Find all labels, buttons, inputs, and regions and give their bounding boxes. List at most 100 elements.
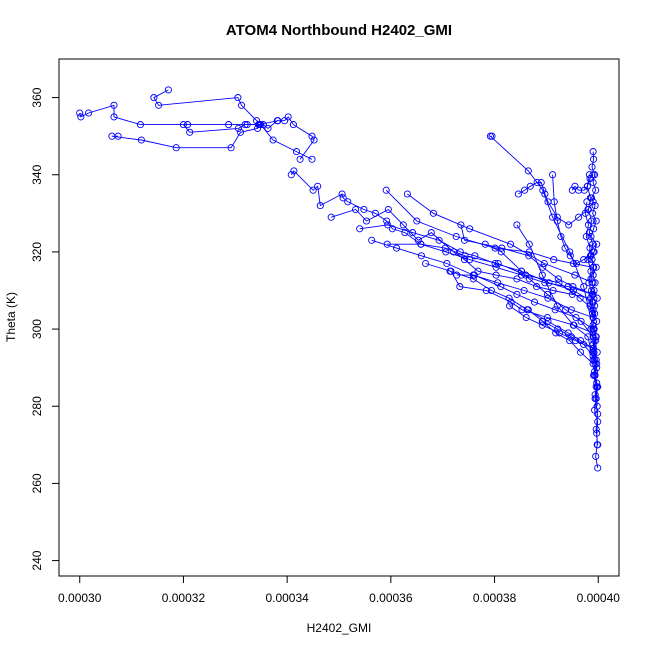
x-tick-label: 0.00036 <box>369 591 413 605</box>
data-point <box>401 229 409 237</box>
data-point <box>310 136 318 144</box>
y-tick-label: 320 <box>30 242 44 262</box>
data-point <box>506 302 514 310</box>
data-point <box>442 248 450 256</box>
data-point <box>554 325 562 333</box>
data-point <box>553 217 561 225</box>
data-point <box>281 117 289 125</box>
data-point <box>179 121 187 129</box>
data-point <box>274 117 282 125</box>
data-point <box>557 232 565 241</box>
y-axis: 240 260 280 300 320 340 360 <box>30 87 59 571</box>
data-point <box>284 113 292 121</box>
data-point <box>172 144 180 152</box>
data-point <box>352 205 360 214</box>
data-point <box>290 167 298 175</box>
data-point <box>368 236 376 244</box>
data-point <box>567 306 575 314</box>
series-10 <box>403 190 597 287</box>
data-point <box>255 121 263 129</box>
data-point <box>453 271 461 279</box>
data-point <box>498 244 506 252</box>
data-point <box>492 263 500 271</box>
data-point <box>237 101 246 109</box>
data-point <box>460 236 469 244</box>
data-point <box>591 394 599 403</box>
data-point <box>314 182 322 190</box>
data-point <box>566 337 574 345</box>
data-point <box>553 302 561 310</box>
data-point <box>588 298 596 306</box>
data-point <box>184 121 192 129</box>
data-point <box>292 148 301 156</box>
data-point <box>591 202 599 210</box>
data-point <box>517 271 526 279</box>
series-line <box>489 135 594 330</box>
data-point <box>538 271 546 279</box>
data-point <box>466 225 474 233</box>
series-4 <box>287 167 597 314</box>
data-point <box>572 259 581 268</box>
data-point <box>583 182 591 190</box>
series-line <box>387 243 594 295</box>
data-point <box>550 256 558 264</box>
data-point <box>569 283 577 291</box>
data-point <box>289 121 297 129</box>
series-line <box>571 174 594 191</box>
data-point <box>150 94 158 102</box>
data-point <box>497 283 505 291</box>
series-line <box>153 89 315 160</box>
y-tick-label: 340 <box>30 164 44 184</box>
data-point <box>505 294 513 302</box>
data-point <box>594 441 602 449</box>
data-point <box>525 252 533 260</box>
data-point <box>456 248 464 256</box>
data-point <box>585 279 593 287</box>
data-point <box>524 167 532 175</box>
series-1 <box>76 101 316 163</box>
data-point <box>593 360 601 368</box>
y-axis-label: Theta (K) <box>4 292 18 342</box>
data-point <box>589 178 597 187</box>
series-22 <box>549 171 597 268</box>
data-point <box>592 452 600 460</box>
data-point <box>429 209 437 217</box>
data-point <box>234 124 242 132</box>
data-point <box>471 252 479 260</box>
data-point <box>264 124 272 132</box>
x-tick-label: 0.00040 <box>577 591 621 605</box>
data-point <box>85 109 93 117</box>
series-line <box>593 329 599 445</box>
data-point <box>566 252 574 260</box>
data-point <box>592 217 600 225</box>
data-point <box>576 294 584 302</box>
x-tick-label: 0.00038 <box>473 591 517 605</box>
data-point <box>561 244 569 252</box>
data-point <box>522 313 530 322</box>
data-point <box>538 321 546 329</box>
series-21 <box>514 178 597 229</box>
series-line <box>460 224 594 295</box>
data-point <box>569 286 577 295</box>
data-point <box>316 202 324 210</box>
data-point <box>497 248 505 256</box>
data-point <box>356 225 364 233</box>
data-point <box>589 321 597 329</box>
data-point <box>507 240 515 248</box>
data-point <box>551 306 559 314</box>
series-line <box>518 182 594 226</box>
series-27 <box>590 325 602 449</box>
data-point <box>417 252 425 260</box>
data-point <box>491 244 499 252</box>
data-point <box>443 259 451 268</box>
data-point <box>583 198 591 206</box>
series-11 <box>457 221 597 298</box>
data-point <box>586 244 594 252</box>
data-point <box>457 221 465 229</box>
data-point <box>525 240 533 248</box>
data-point <box>581 209 589 217</box>
data-point <box>186 128 194 136</box>
data-point <box>155 101 163 109</box>
series-16 <box>486 132 597 333</box>
data-point <box>360 205 368 214</box>
